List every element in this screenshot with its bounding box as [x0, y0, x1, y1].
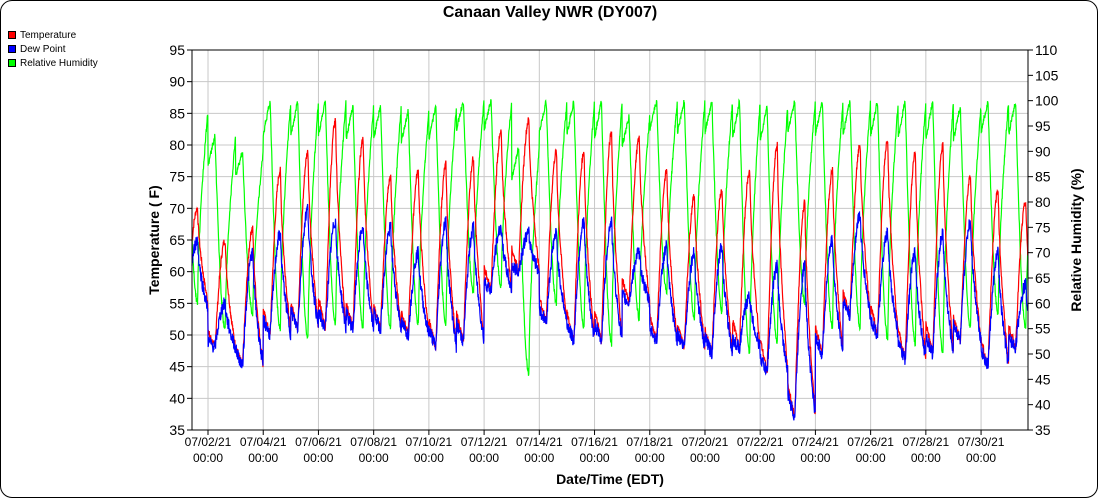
x-tick-label-date: 07/18/21: [626, 435, 673, 449]
y2-tick-label: 110: [1035, 42, 1058, 58]
x-tick-label-date: 07/04/21: [240, 435, 287, 449]
x-tick-label-time: 00:00: [524, 451, 554, 465]
x-tick-label-time: 00:00: [690, 451, 720, 465]
grid: [192, 50, 1028, 430]
legend-item-dew-point: Dew Point: [8, 42, 98, 56]
y2-tick-label: 55: [1035, 321, 1051, 337]
x-axis-label: Date/Time (EDT): [556, 471, 664, 487]
y2-tick-label: 95: [1035, 118, 1051, 134]
y-tick-label: 35: [169, 422, 185, 438]
x-tick-label-time: 00:00: [966, 451, 996, 465]
y-axis-label: Temperature ( F): [146, 185, 162, 294]
y-tick-label: 90: [169, 74, 185, 90]
series-line-relative-humidity: [191, 98, 1029, 376]
x-tick-label-date: 07/20/21: [682, 435, 729, 449]
x-tick-label-date: 07/08/21: [350, 435, 397, 449]
legend-swatch-temperature: [8, 31, 16, 39]
y2-tick-label: 100: [1035, 93, 1059, 109]
series-lines: [191, 98, 1029, 421]
x-tick-label-date: 07/06/21: [295, 435, 342, 449]
legend-label-temperature: Temperature: [20, 29, 77, 41]
x-tick-label-time: 00:00: [193, 451, 223, 465]
x-tick-label-time: 00:00: [414, 451, 444, 465]
y2-tick-label: 50: [1035, 346, 1051, 362]
y-tick-label: 50: [169, 327, 185, 343]
series-line-temperature: [191, 117, 1029, 418]
x-tick-label-time: 00:00: [856, 451, 886, 465]
y2-tick-label: 45: [1035, 371, 1051, 387]
series-line-dew-point: [191, 203, 1029, 421]
y2-tick-label: 70: [1035, 245, 1051, 261]
x-tick-label-date: 07/26/21: [847, 435, 894, 449]
x-tick-label-time: 00:00: [580, 451, 610, 465]
y-tick-label: 45: [169, 359, 185, 375]
x-tick-label-time: 00:00: [635, 451, 665, 465]
y-tick-label: 60: [169, 264, 185, 280]
x-tick-label-date: 07/28/21: [902, 435, 949, 449]
y2-tick-label: 105: [1035, 67, 1059, 83]
x-tick-label-date: 07/14/21: [516, 435, 563, 449]
x-tick-label-time: 00:00: [248, 451, 278, 465]
axes: 35 40 45 50 55 60 65 70 75 80 85 90 95 35 40 45 50 55 60 65…: [169, 42, 1058, 465]
y2-tick-label: 80: [1035, 194, 1051, 210]
x-tick-label-date: 07/10/21: [406, 435, 453, 449]
x-tick-label-date: 07/02/21: [185, 435, 232, 449]
y2-tick-label: 35: [1035, 422, 1051, 438]
x-tick-label-date: 07/22/21: [737, 435, 784, 449]
legend-label-dew-point: Dew Point: [20, 43, 66, 55]
legend-swatch-dew-point: [8, 45, 16, 53]
x-tick-label-time: 00:00: [745, 451, 775, 465]
x-tick-label-time: 00:00: [911, 451, 941, 465]
x-tick-label-time: 00:00: [800, 451, 830, 465]
legend: Temperature Dew Point Relative Humidity: [8, 28, 98, 70]
y2-tick-label: 60: [1035, 295, 1051, 311]
legend-label-relative-humidity: Relative Humidity: [20, 57, 98, 69]
x-tick-label-date: 07/24/21: [792, 435, 839, 449]
x-tick-label-time: 00:00: [359, 451, 389, 465]
x-tick-label-time: 00:00: [469, 451, 499, 465]
plot-border: [191, 49, 1029, 431]
y-tick-label: 70: [169, 200, 185, 216]
y-tick-label: 40: [169, 390, 185, 406]
y2-tick-label: 40: [1035, 397, 1051, 413]
y2-axis-label: Relative Humidity (%): [1068, 168, 1084, 311]
y-tick-label: 75: [169, 169, 185, 185]
y-tick-label: 65: [169, 232, 185, 248]
y-tick-label: 85: [169, 105, 185, 121]
y-tick-label: 55: [169, 295, 185, 311]
chart-title: Canaan Valley NWR (DY007): [442, 4, 658, 21]
y-tick-label: 95: [169, 42, 185, 58]
x-tick-label-date: 07/30/21: [958, 435, 1005, 449]
x-tick-label-date: 07/16/21: [571, 435, 618, 449]
x-tick-label-time: 00:00: [303, 451, 333, 465]
y2-tick-label: 90: [1035, 143, 1051, 159]
y2-tick-label: 75: [1035, 219, 1051, 235]
legend-item-relative-humidity: Relative Humidity: [8, 56, 98, 70]
legend-item-temperature: Temperature: [8, 28, 98, 42]
y2-tick-label: 65: [1035, 270, 1051, 286]
legend-swatch-relative-humidity: [8, 59, 16, 67]
x-tick-label-date: 07/12/21: [461, 435, 508, 449]
y-tick-label: 80: [169, 137, 185, 153]
y2-tick-label: 85: [1035, 169, 1051, 185]
